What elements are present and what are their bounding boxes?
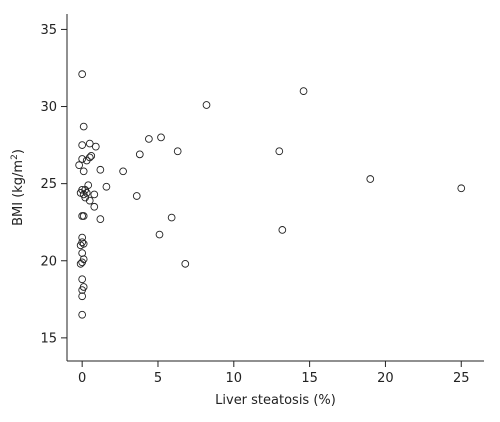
y-axis-label-end: ) [11, 149, 26, 154]
data-point [119, 167, 127, 176]
data-point [85, 153, 94, 162]
data-point [85, 196, 94, 205]
y-tick-label: 25 [40, 177, 57, 192]
data-point [78, 286, 87, 294]
y-ticks: 15 20 25 30 35 [40, 23, 67, 346]
data-point [457, 184, 466, 193]
data-point [78, 292, 87, 301]
data-point [78, 249, 87, 257]
data-point [173, 147, 182, 156]
x-ticks: 0 5 10 15 20 25 [78, 361, 470, 386]
data-point [78, 141, 87, 149]
data-point [145, 135, 153, 143]
axes [66, 14, 484, 362]
x-tick-label: 0 [78, 371, 86, 386]
data-point [90, 190, 99, 199]
data-point [366, 175, 375, 183]
data-point [76, 259, 85, 268]
data-point [132, 192, 141, 200]
data-point [278, 226, 287, 234]
x-tick-label: 5 [154, 371, 162, 386]
y-tick-label: 20 [40, 254, 57, 269]
x-tick-label: 20 [377, 371, 394, 386]
data-point [202, 101, 211, 109]
x-tick-label: 15 [301, 371, 318, 386]
x-axis-label: Liver steatosis (%) [215, 393, 336, 408]
data-point [78, 275, 87, 284]
data-point [167, 213, 176, 222]
data-point [79, 122, 88, 131]
data-point [157, 133, 165, 142]
y-axis-label-superscript: 2 [10, 154, 20, 160]
y-tick-label: 35 [40, 23, 57, 38]
data-point [96, 165, 105, 174]
data-point [135, 150, 144, 159]
data-point [87, 152, 96, 160]
data-point [78, 258, 87, 267]
x-tick-label: 10 [226, 371, 243, 386]
y-axis-label: BMI (kg/m2) [10, 149, 26, 226]
data-point [102, 182, 111, 191]
data-point [90, 202, 99, 211]
data-point [85, 139, 94, 148]
data-point [299, 87, 308, 95]
data-point [78, 155, 87, 163]
data-point [275, 147, 284, 156]
y-tick-label: 15 [40, 331, 57, 346]
data-point [155, 230, 164, 239]
data-point [79, 167, 88, 176]
data-point [78, 310, 87, 319]
x-tick-label: 25 [453, 371, 470, 386]
data-point [78, 70, 87, 78]
data-point [181, 259, 190, 268]
data-point [96, 215, 105, 223]
data-point [79, 212, 88, 220]
data-point [78, 212, 87, 220]
y-tick-label: 30 [40, 100, 57, 115]
data-point [91, 142, 100, 151]
data-point [79, 239, 88, 248]
data-point [75, 161, 83, 169]
data-points [75, 70, 466, 319]
y-axis-label-main: BMI (kg/m [11, 160, 26, 226]
